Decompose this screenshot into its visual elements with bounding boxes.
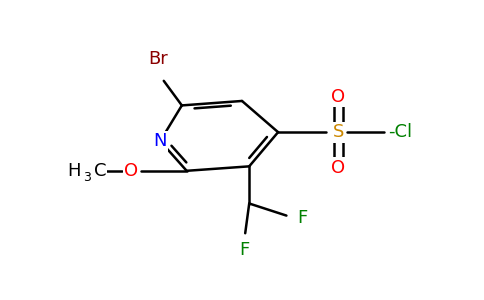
Text: F: F [239, 241, 250, 259]
Text: 3: 3 [83, 171, 91, 184]
Text: S: S [333, 123, 344, 141]
Text: F: F [297, 209, 308, 227]
Text: O: O [124, 162, 138, 180]
Text: O: O [331, 88, 345, 106]
Text: N: N [153, 132, 167, 150]
Text: Br: Br [148, 50, 167, 68]
Text: C: C [94, 162, 107, 180]
Text: -Cl: -Cl [388, 123, 412, 141]
Text: H: H [67, 162, 81, 180]
Text: O: O [331, 159, 345, 177]
